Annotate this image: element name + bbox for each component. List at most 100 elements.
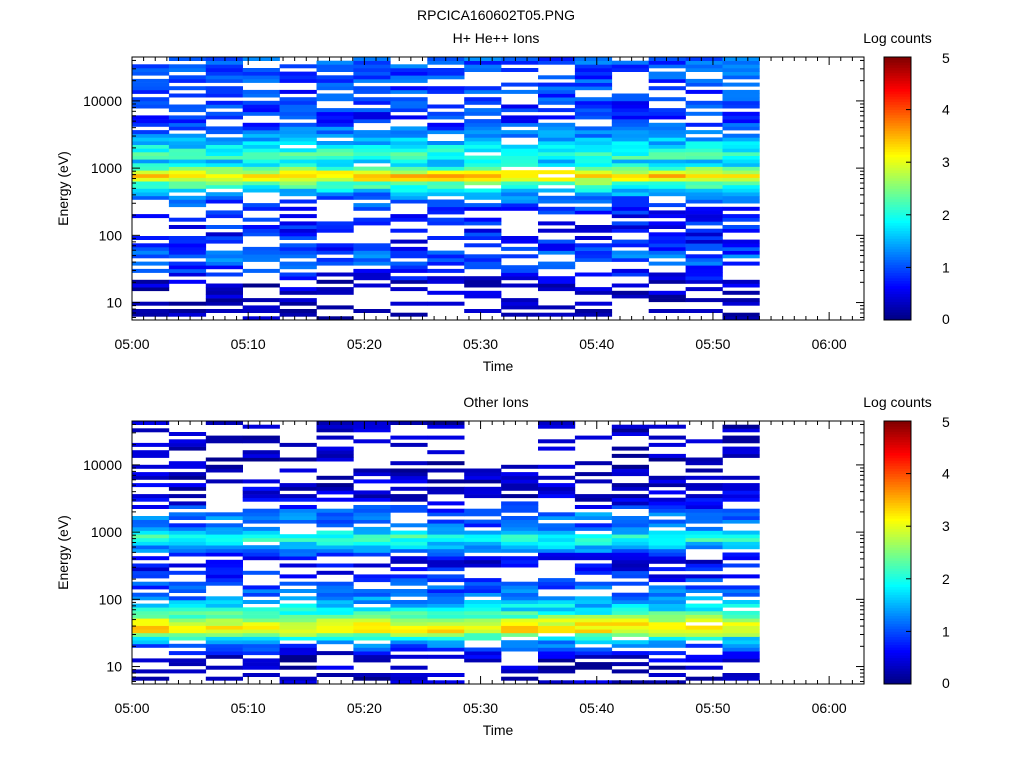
heatmap-cell	[353, 519, 391, 524]
heatmap-cell	[168, 272, 207, 277]
heatmap-cell	[501, 589, 539, 593]
heatmap-cell	[205, 610, 243, 615]
heatmap-cell	[427, 173, 465, 178]
heatmap-cell	[132, 152, 170, 156]
heatmap-cell	[464, 122, 502, 127]
heatmap-cell	[574, 618, 613, 623]
heatmap-cell	[611, 268, 649, 273]
heatmap-cell	[353, 148, 391, 153]
heatmap-cell	[132, 137, 170, 142]
colorbar-swatch	[884, 515, 911, 519]
heatmap-cell	[722, 133, 760, 138]
heatmap-cell	[205, 159, 243, 164]
heatmap-cell	[316, 68, 354, 72]
heatmap-cell	[648, 497, 686, 502]
heatmap-cell	[390, 250, 428, 255]
heatmap-cell	[427, 261, 465, 266]
heatmap-cell	[464, 141, 502, 145]
heatmap-cell	[538, 177, 576, 182]
heatmap-cell	[648, 133, 686, 138]
colorbar-tick-label: 1	[942, 623, 950, 639]
heatmap-cell	[353, 155, 391, 160]
heatmap-cell	[205, 104, 243, 109]
heatmap-cell	[574, 621, 613, 626]
heatmap-cell	[132, 526, 170, 531]
heatmap-cell	[168, 643, 207, 648]
heatmap-cell	[538, 170, 576, 175]
heatmap-cell	[611, 581, 649, 586]
heatmap-cell	[464, 621, 502, 626]
heatmap-cell	[168, 581, 207, 586]
heatmap-cell	[353, 494, 391, 499]
heatmap-cell	[501, 603, 539, 608]
colorbar-swatch	[884, 421, 911, 425]
heatmap-cell	[611, 173, 649, 178]
heatmap-cell	[648, 184, 686, 189]
heatmap-cell	[390, 312, 428, 317]
heatmap-cell	[648, 221, 686, 226]
heatmap-cell	[648, 548, 686, 553]
colorbar-swatch	[884, 177, 911, 182]
heatmap-cell	[722, 104, 760, 109]
heatmap-cell	[205, 257, 243, 262]
heatmap-cell	[242, 636, 280, 641]
heatmap-cell	[427, 166, 465, 171]
heatmap-cell	[168, 250, 207, 255]
colorbar-swatch	[884, 75, 911, 79]
heatmap-cell	[574, 516, 613, 520]
x-tick-label: 05:00	[114, 700, 149, 716]
heatmap-cell	[205, 287, 243, 292]
heatmap-cell	[316, 192, 354, 197]
heatmap-cell	[464, 97, 502, 102]
heatmap-cell	[464, 578, 502, 583]
heatmap-cell	[168, 600, 207, 604]
heatmap-cell	[205, 607, 243, 612]
heatmap-cell	[427, 596, 465, 601]
heatmap-cell	[611, 625, 649, 630]
heatmap-cell	[538, 122, 576, 127]
x-axis-label: Time	[483, 722, 514, 738]
heatmap-cell	[353, 530, 391, 535]
heatmap-cell	[722, 534, 760, 539]
colorbar-swatch	[884, 513, 911, 517]
heatmap-cell	[722, 301, 760, 306]
heatmap-cell	[685, 567, 723, 572]
heatmap-cell	[501, 301, 539, 306]
heatmap-cell	[316, 516, 354, 520]
heatmap-cell	[279, 596, 317, 601]
heatmap-cell	[242, 647, 280, 652]
heatmap-cell	[168, 475, 207, 480]
heatmap-cell	[685, 122, 723, 127]
heatmap-cell	[353, 541, 391, 546]
colorbar-swatch	[884, 85, 911, 89]
colorbar-swatch	[884, 314, 911, 318]
colorbar-swatch	[884, 557, 911, 561]
y-axis-label: Energy (eV)	[55, 515, 71, 590]
heatmap-cell	[501, 108, 539, 113]
heatmap-cell	[685, 177, 723, 182]
colorbar-swatch	[884, 468, 911, 472]
heatmap-cell	[574, 585, 613, 590]
colorbar-swatch	[884, 304, 911, 308]
heatmap-cell	[390, 435, 428, 440]
y-tick-label: 100	[99, 591, 123, 607]
heatmap-cell	[353, 283, 391, 288]
colorbar-swatch	[884, 618, 911, 622]
heatmap-cell	[611, 621, 649, 626]
heatmap-cell	[501, 162, 539, 167]
heatmap-cell	[168, 133, 207, 138]
x-tick-label: 05:40	[579, 336, 614, 352]
heatmap-cell	[168, 614, 207, 619]
heatmap-cell	[574, 640, 613, 645]
heatmap-cell	[722, 243, 760, 248]
heatmap-cell	[353, 272, 391, 277]
heatmap-cell	[464, 309, 502, 313]
heatmap-cell	[464, 173, 502, 178]
heatmap-cell	[132, 570, 170, 575]
heatmap-cell	[316, 512, 354, 517]
heatmap-cell	[427, 541, 465, 546]
colorbar-swatch	[884, 164, 911, 168]
heatmap-cell	[279, 126, 317, 131]
colorbar-swatch	[884, 476, 911, 480]
heatmap-cell	[316, 188, 354, 193]
